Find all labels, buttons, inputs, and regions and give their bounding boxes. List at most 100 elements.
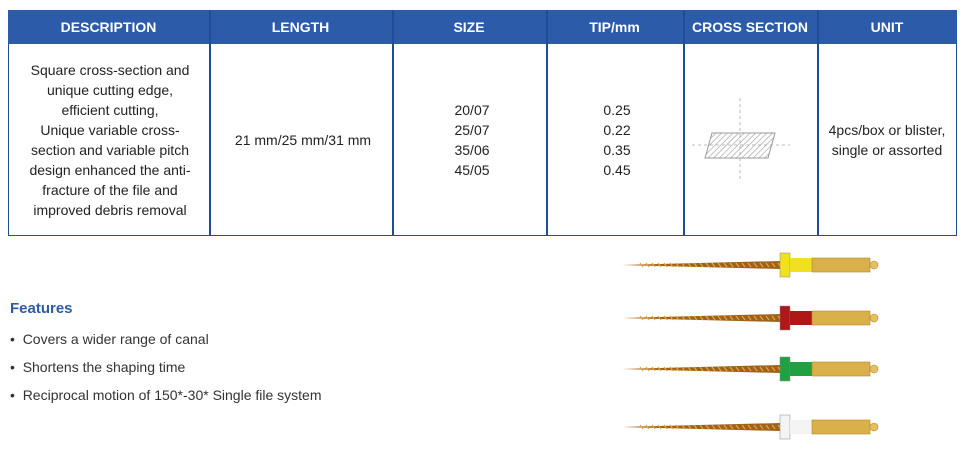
cell-line: improved debris removal <box>33 202 187 218</box>
file-part <box>741 424 746 430</box>
file-part <box>705 424 710 430</box>
file-part <box>869 260 879 270</box>
file-part <box>723 366 728 372</box>
file-part <box>811 257 871 273</box>
file-part <box>651 315 656 321</box>
features-title: Features <box>10 300 73 317</box>
file-part <box>651 424 656 430</box>
file-part <box>693 366 698 372</box>
file-part <box>663 424 668 430</box>
file-part <box>811 310 871 326</box>
file-part <box>645 424 650 430</box>
file-part <box>753 424 758 430</box>
cell-line: 25/07 <box>454 122 490 138</box>
feature-text: Covers a wider range of canal <box>22 331 209 347</box>
file-part <box>645 262 650 268</box>
file-part <box>729 424 734 430</box>
cell-line: 0.22 <box>603 122 631 138</box>
file-part <box>765 315 770 321</box>
file-part <box>771 315 776 321</box>
file-part <box>699 424 704 430</box>
file-part <box>811 419 871 435</box>
column-divider <box>209 10 211 236</box>
file-part <box>765 366 770 372</box>
feature-item: • Shortens the shaping time <box>10 359 186 375</box>
file-part <box>711 262 716 268</box>
file-part <box>669 262 674 268</box>
file-part <box>790 362 812 376</box>
cell-line: single or assorted <box>831 142 943 158</box>
file-part <box>645 366 650 372</box>
file-part <box>675 262 680 268</box>
file-part <box>669 424 674 430</box>
file-part <box>869 364 879 374</box>
cell-line: 21 mm/25 mm/31 mm <box>234 132 372 148</box>
file-part <box>663 262 668 268</box>
file-part <box>759 424 764 430</box>
file-part <box>663 315 668 321</box>
cell-line: Unique variable cross- <box>40 122 180 138</box>
cell-line: section and variable pitch <box>31 142 189 158</box>
file-part <box>735 366 740 372</box>
cell-line: 0.35 <box>603 142 631 158</box>
file-part <box>790 258 812 272</box>
file-part <box>741 366 746 372</box>
cell-line: 35/06 <box>454 142 490 158</box>
file-part <box>639 366 644 372</box>
file-part <box>705 366 710 372</box>
file-part <box>687 366 692 372</box>
header-cell: DESCRIPTION <box>60 19 157 35</box>
file-part <box>779 414 791 440</box>
file-part <box>771 424 776 430</box>
file-part <box>693 315 698 321</box>
file-part <box>675 366 680 372</box>
column-divider <box>683 10 685 236</box>
file-part <box>717 424 722 430</box>
file-part <box>639 424 644 430</box>
file-part <box>717 262 722 268</box>
file-part <box>779 356 791 382</box>
file-part <box>735 424 740 430</box>
file-part <box>669 315 674 321</box>
header-cell: UNIT <box>870 19 904 35</box>
feature-text: Shortens the shaping time <box>22 359 186 375</box>
column-divider <box>546 10 548 236</box>
file-part <box>705 315 710 321</box>
file-part <box>747 262 752 268</box>
file-part <box>687 315 692 321</box>
file-part <box>741 262 746 268</box>
file-illustrations <box>622 252 879 440</box>
file-part <box>790 311 812 325</box>
file-part <box>790 420 812 434</box>
column-divider <box>817 10 819 236</box>
file-part <box>711 424 716 430</box>
file-part <box>779 252 791 278</box>
file-part <box>681 366 686 372</box>
file-part <box>747 424 752 430</box>
file-part <box>811 361 871 377</box>
file-part <box>687 262 692 268</box>
file-part <box>735 315 740 321</box>
file-part <box>753 366 758 372</box>
file-part <box>699 366 704 372</box>
file-part <box>639 262 644 268</box>
file-part <box>711 366 716 372</box>
file-part <box>771 366 776 372</box>
header-cell: CROSS SECTION <box>692 19 808 35</box>
file-part <box>747 366 752 372</box>
file-part <box>869 313 879 323</box>
file-part <box>651 366 656 372</box>
file-part <box>693 424 698 430</box>
cross-section <box>692 98 790 180</box>
file-part <box>759 262 764 268</box>
file-part <box>639 315 644 321</box>
file-part <box>663 366 668 372</box>
file-part <box>705 262 710 268</box>
file-part <box>717 315 722 321</box>
cell-line: 4pcs/box or blister, <box>828 122 946 138</box>
file-part <box>759 315 764 321</box>
file-part <box>675 424 680 430</box>
cell-line: 0.25 <box>603 102 631 118</box>
